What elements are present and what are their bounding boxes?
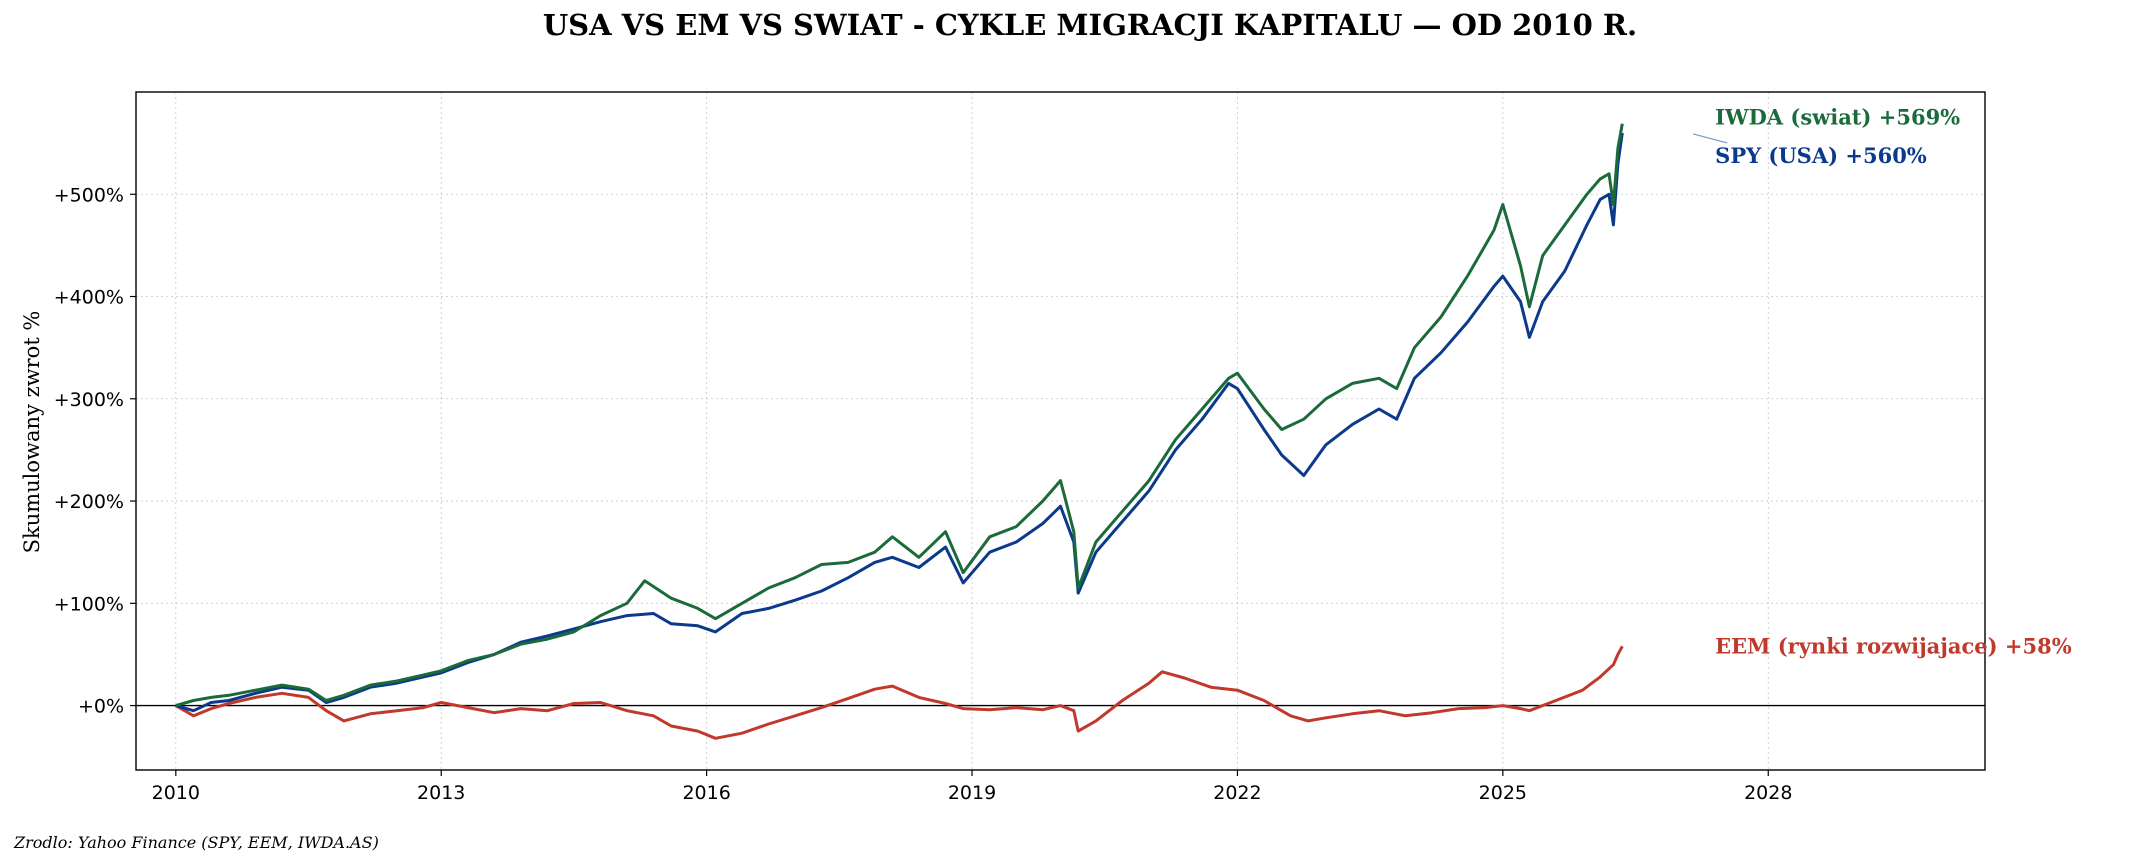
plot-area — [135, 91, 1986, 771]
x-tick-label: 2016 — [682, 782, 730, 804]
x-tick-label: 2013 — [417, 782, 465, 804]
y-axis: +0% +100% +200% +300% +400% +500% — [54, 184, 136, 718]
y-tick-label: +400% — [54, 287, 124, 309]
label-connector — [1693, 133, 1728, 144]
end-label-eem: EEM (rynki rozwijajace) +58% — [1715, 633, 2072, 658]
series-line-spy — [175, 132, 1624, 713]
end-label-iwda: IWDA (swiat) +569% — [1715, 105, 1960, 130]
y-tick-label: +0% — [78, 696, 124, 718]
end-labels: EEM (rynki rozwijajace) +58% SPY (USA) +5… — [1693, 105, 2072, 658]
chart-title: USA VS EM VS SWIAT - CYKLE MIGRACJI KAPI… — [543, 8, 1637, 42]
y-tick-label: +500% — [54, 184, 124, 206]
x-axis: 2010 2013 2016 2019 2022 2025 2028 — [152, 770, 1792, 804]
x-tick-label: 2022 — [1213, 782, 1261, 804]
x-tick-label: 2010 — [152, 782, 200, 804]
y-tick-label: +100% — [54, 593, 124, 615]
y-axis-label: Skumulowany zwrot % — [20, 311, 44, 554]
series-line-eem — [175, 645, 1624, 740]
end-label-spy: SPY (USA) +560% — [1715, 143, 1927, 168]
series-layer — [175, 123, 1624, 740]
y-tick-label: +200% — [54, 491, 124, 513]
x-tick-label: 2028 — [1744, 782, 1792, 804]
series-line-iwda — [175, 123, 1624, 708]
source-note: Zrodlo: Yahoo Finance (SPY, EEM, IWDA.AS… — [13, 833, 379, 852]
x-tick-label: 2019 — [948, 782, 996, 804]
y-tick-label: +300% — [54, 389, 124, 411]
x-tick-label: 2025 — [1479, 782, 1527, 804]
plot-frame — [135, 91, 1986, 771]
